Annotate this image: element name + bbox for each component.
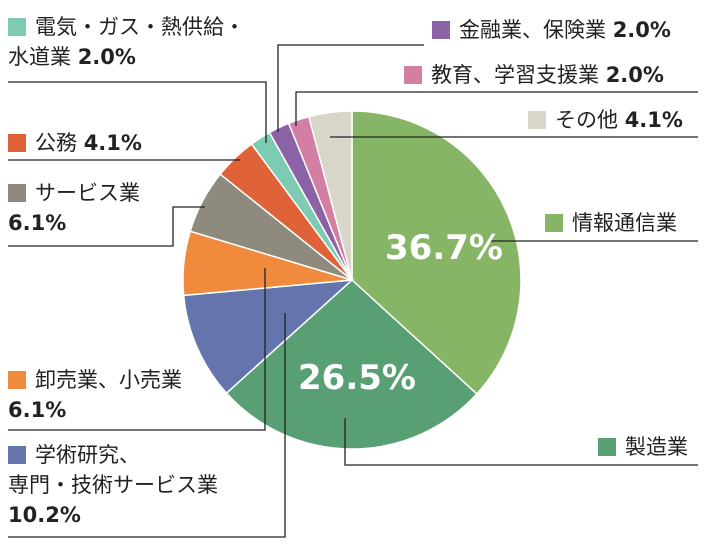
leader-line-denki [8, 81, 267, 143]
swatch-koumu [8, 134, 26, 152]
swatch-gakujutsu [8, 446, 26, 464]
leader-line-oroshi [8, 268, 266, 431]
legend-koumu: 公務 4.1% [8, 128, 142, 158]
legend-gakujutsu: 学術研究、 専門・技術サービス業 10.2% [8, 443, 218, 527]
legend-joho: 情報通信業 [545, 208, 677, 238]
leader-line-kinyu [277, 44, 424, 132]
data-label-joho: 36.7% [385, 228, 503, 268]
legend-seizo: 製造業 [598, 432, 688, 462]
swatch-seizo [598, 438, 616, 456]
leader-lines [8, 44, 698, 538]
pie-slice-9 [307, 110, 353, 281]
swatch-service [8, 184, 26, 202]
swatch-oroshi [8, 371, 26, 389]
legend-service: サービス業 6.1% [8, 181, 140, 235]
legend-denki: 電気・ガス・熱供給・ 水道業 2.0% [8, 15, 245, 69]
legend-kinyu: 金融業、保険業 2.0% [432, 15, 671, 45]
pie-slice-2 [182, 279, 355, 395]
swatch-denki [8, 18, 26, 36]
leader-line-kyoiku [295, 91, 698, 126]
leader-line-gakujutsu [8, 313, 286, 538]
swatch-sonota [528, 111, 546, 129]
data-label-seizo: 26.5% [298, 358, 416, 398]
pie-slice-0 [351, 110, 522, 395]
pie-slice-1 [225, 278, 478, 450]
swatch-kyoiku [404, 66, 422, 84]
legend-oroshi: 卸売業、小売業 6.1% [8, 368, 182, 422]
swatch-kinyu [432, 21, 450, 39]
leader-line-service [8, 206, 205, 247]
swatch-joho [545, 214, 563, 232]
legend-kyoiku: 教育、学習支援業 2.0% [404, 60, 664, 90]
legend-sonota: その他 4.1% [528, 105, 683, 135]
leader-line-seizo [344, 418, 698, 466]
